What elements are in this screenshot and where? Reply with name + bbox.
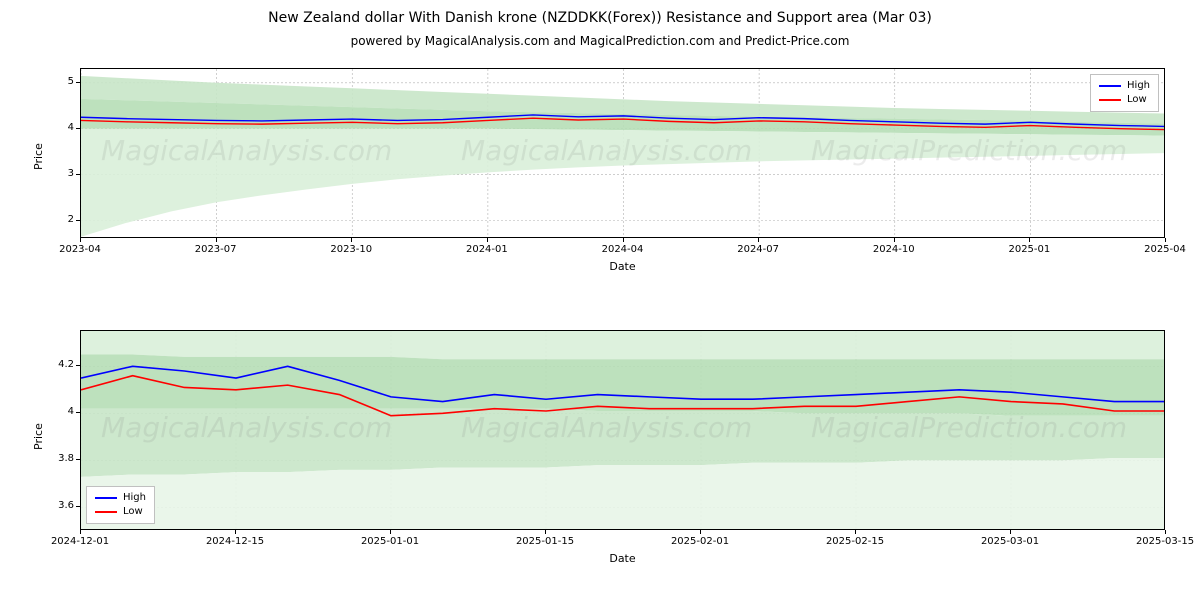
ylabel-bottom: Price [32, 423, 45, 450]
legend-swatch [95, 511, 117, 513]
legend-swatch [1099, 99, 1121, 101]
xtick-label: 2024-04 [583, 244, 663, 255]
legend-label: High [123, 491, 146, 505]
plot-area-bottom: MagicalAnalysis.com MagicalAnalysis.com … [80, 330, 1165, 530]
xtick-label: 2025-03-01 [970, 536, 1050, 547]
legend-label: Low [1127, 93, 1147, 107]
xtick-label: 2024-12-15 [195, 536, 275, 547]
ytick-label: 4.2 [58, 359, 74, 370]
panel-bottom: MagicalAnalysis.com MagicalAnalysis.com … [80, 330, 1165, 530]
ylabel-top: Price [32, 143, 45, 170]
xtick-label: 2024-07 [718, 244, 798, 255]
legend-swatch [1099, 85, 1121, 87]
xtick-label: 2024-12-01 [40, 536, 120, 547]
xtick-label: 2025-03-15 [1125, 536, 1200, 547]
chart-title: New Zealand dollar With Danish krone (NZ… [0, 10, 1200, 26]
legend-item-high: High [95, 491, 146, 505]
legend-bottom: High Low [86, 486, 155, 524]
chart-subtitle: powered by MagicalAnalysis.com and Magic… [0, 34, 1200, 48]
legend-top: High Low [1090, 74, 1159, 112]
legend-label: Low [123, 505, 143, 519]
xtick-label: 2023-04 [40, 244, 120, 255]
xtick-label: 2024-01 [447, 244, 527, 255]
ytick-label: 3.8 [58, 453, 74, 464]
ytick-label: 4 [68, 406, 74, 417]
xtick-label: 2025-02-15 [815, 536, 895, 547]
xlabel-top: Date [80, 260, 1165, 273]
plot-area-top: MagicalAnalysis.com MagicalAnalysis.com … [80, 68, 1165, 238]
xtick-label: 2023-07 [176, 244, 256, 255]
panel-top: MagicalAnalysis.com MagicalAnalysis.com … [80, 68, 1165, 238]
legend-item-high: High [1099, 79, 1150, 93]
xtick-label: 2025-01 [989, 244, 1069, 255]
xtick-label: 2025-02-01 [660, 536, 740, 547]
legend-item-low: Low [1099, 93, 1150, 107]
xtick-label: 2023-10 [311, 244, 391, 255]
xlabel-bottom: Date [80, 552, 1165, 565]
ytick-label: 5 [68, 76, 74, 87]
ytick-label: 4 [68, 122, 74, 133]
legend-item-low: Low [95, 505, 146, 519]
xtick-label: 2025-01-15 [505, 536, 585, 547]
legend-swatch [95, 497, 117, 499]
xtick-label: 2024-10 [854, 244, 934, 255]
xtick-label: 2025-04 [1125, 244, 1200, 255]
xtick-label: 2025-01-01 [350, 536, 430, 547]
ytick-label: 3 [68, 168, 74, 179]
ytick-label: 3.6 [58, 500, 74, 511]
ytick-label: 2 [68, 214, 74, 225]
legend-label: High [1127, 79, 1150, 93]
